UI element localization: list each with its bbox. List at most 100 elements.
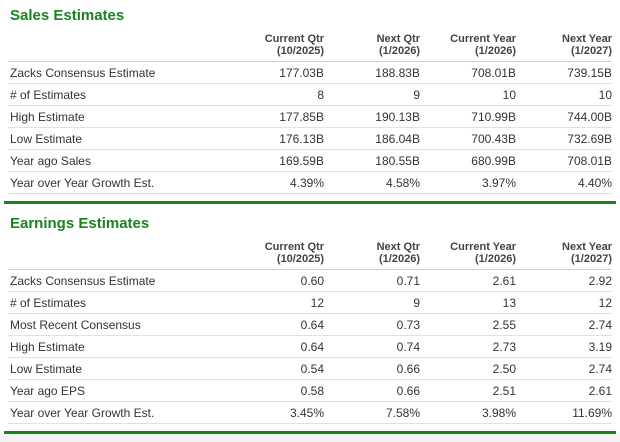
sales-estimates-section: Sales Estimates Current Qtr (10/2025) Next… <box>0 0 620 194</box>
cell-value: 2.74 <box>516 313 612 336</box>
earnings-table-body: Zacks Consensus Estimate 0.60 0.71 2.61 2.92… <box>8 269 612 424</box>
cell-value: 8 <box>228 83 324 106</box>
row-label: High Estimate <box>8 335 228 358</box>
column-header-line2: (1/2027) <box>571 45 612 57</box>
column-header: Next Year (1/2027) <box>516 235 612 270</box>
cell-value: 4.39% <box>228 171 324 194</box>
cell-value: 176.13B <box>228 127 324 150</box>
column-header-line2: (1/2026) <box>379 45 420 57</box>
cell-value: 10 <box>420 83 516 106</box>
cell-value: 744.00B <box>516 105 612 128</box>
column-header-line1: Current Qtr <box>264 241 324 253</box>
table-row: Most Recent Consensus 0.64 0.73 2.55 2.74 <box>8 313 612 336</box>
table-row: Low Estimate 176.13B 186.04B 700.43B 732.69B <box>8 127 612 150</box>
cell-value: 3.19 <box>516 335 612 358</box>
cell-value: 732.69B <box>516 127 612 150</box>
sales-estimates-title: Sales Estimates <box>10 7 125 24</box>
row-label: High Estimate <box>8 105 228 128</box>
header-row: Current Qtr (10/2025) Next Qtr (1/2026) Curr… <box>8 27 612 62</box>
header-row: Current Qtr (10/2025) Next Qtr (1/2026) Curr… <box>8 235 612 270</box>
row-label: Zacks Consensus Estimate <box>8 61 228 84</box>
column-header: Next Qtr (1/2026) <box>324 27 420 62</box>
column-header-line2: (10/2025) <box>276 45 324 57</box>
cell-value: 186.04B <box>324 127 420 150</box>
table-row: # of Estimates 12 9 13 12 <box>8 291 612 314</box>
row-label: Low Estimate <box>8 127 228 150</box>
table-row: Zacks Consensus Estimate 177.03B 188.83B 70… <box>8 61 612 84</box>
cell-value: 2.74 <box>516 357 612 380</box>
row-label: Year over Year Growth Est. <box>8 171 228 194</box>
cell-value: 2.55 <box>420 313 516 336</box>
cell-value: 13 <box>420 291 516 314</box>
table-row: Low Estimate 0.54 0.66 2.50 2.74 <box>8 357 612 380</box>
cell-value: 11.69% <box>516 401 612 424</box>
cell-value: 700.43B <box>420 127 516 150</box>
earnings-table-header: Current Qtr (10/2025) Next Qtr (1/2026) Curr… <box>8 235 612 270</box>
cell-value: 0.60 <box>228 269 324 292</box>
cell-value: 7.58% <box>324 401 420 424</box>
cell-value: 0.66 <box>324 379 420 402</box>
column-header: Next Qtr (1/2026) <box>324 235 420 270</box>
cell-value: 2.61 <box>516 379 612 402</box>
table-row: Zacks Consensus Estimate 0.60 0.71 2.61 2.92 <box>8 269 612 292</box>
bottom-strip <box>0 434 620 442</box>
column-header-line1: Next Qtr <box>376 33 420 45</box>
cell-value: 190.13B <box>324 105 420 128</box>
cell-value: 9 <box>324 83 420 106</box>
cell-value: 12 <box>228 291 324 314</box>
cell-value: 2.51 <box>420 379 516 402</box>
cell-value: 12 <box>516 291 612 314</box>
column-header-line1: Current Qtr <box>264 33 324 45</box>
column-header-line2: (1/2026) <box>379 253 420 265</box>
cell-value: 2.92 <box>516 269 612 292</box>
table-row: High Estimate 177.85B 190.13B 710.99B 744.00… <box>8 105 612 128</box>
column-header-line1: Next Qtr <box>376 241 420 253</box>
cell-value: 0.74 <box>324 335 420 358</box>
column-header: Current Year (1/2026) <box>420 235 516 270</box>
earnings-estimates-title: Earnings Estimates <box>10 215 150 232</box>
row-label: # of Estimates <box>8 83 228 106</box>
cell-value: 0.64 <box>228 335 324 358</box>
cell-value: 0.58 <box>228 379 324 402</box>
cell-value: 2.73 <box>420 335 516 358</box>
cell-value: 708.01B <box>420 61 516 84</box>
cell-value: 188.83B <box>324 61 420 84</box>
header-spacer <box>8 27 228 62</box>
column-header-line2: (1/2026) <box>475 253 516 265</box>
cell-value: 180.55B <box>324 149 420 172</box>
row-label: # of Estimates <box>8 291 228 314</box>
earnings-estimates-table: Current Qtr (10/2025) Next Qtr (1/2026) Curr… <box>8 235 612 424</box>
cell-value: 10 <box>516 83 612 106</box>
column-header-line1: Current Year <box>450 241 516 253</box>
cell-value: 0.73 <box>324 313 420 336</box>
column-header-line2: (1/2027) <box>571 253 612 265</box>
cell-value: 177.03B <box>228 61 324 84</box>
cell-value: 3.98% <box>420 401 516 424</box>
cell-value: 739.15B <box>516 61 612 84</box>
cell-value: 708.01B <box>516 149 612 172</box>
column-header-line1: Next Year <box>562 241 612 253</box>
row-label: Zacks Consensus Estimate <box>8 269 228 292</box>
table-row: Year over Year Growth Est. 4.39% 4.58% 3.97… <box>8 171 612 194</box>
cell-value: 169.59B <box>228 149 324 172</box>
cell-value: 0.54 <box>228 357 324 380</box>
column-header: Current Qtr (10/2025) <box>228 27 324 62</box>
sales-table-body: Zacks Consensus Estimate 177.03B 188.83B 70… <box>8 61 612 194</box>
column-header-line1: Next Year <box>562 33 612 45</box>
row-label: Low Estimate <box>8 357 228 380</box>
table-row: Year ago Sales 169.59B 180.55B 680.99B 708.0… <box>8 149 612 172</box>
table-row: # of Estimates 8 9 10 10 <box>8 83 612 106</box>
column-header-line2: (10/2025) <box>276 253 324 265</box>
sales-table-header: Current Qtr (10/2025) Next Qtr (1/2026) Curr… <box>8 27 612 62</box>
cell-value: 4.40% <box>516 171 612 194</box>
cell-value: 3.97% <box>420 171 516 194</box>
cell-value: 2.61 <box>420 269 516 292</box>
section-divider <box>4 201 616 204</box>
cell-value: 4.58% <box>324 171 420 194</box>
row-label: Year ago EPS <box>8 379 228 402</box>
cell-value: 0.66 <box>324 357 420 380</box>
table-row: Year over Year Growth Est. 3.45% 7.58% 3.98… <box>8 401 612 424</box>
column-header: Next Year (1/2027) <box>516 27 612 62</box>
table-row: High Estimate 0.64 0.74 2.73 3.19 <box>8 335 612 358</box>
